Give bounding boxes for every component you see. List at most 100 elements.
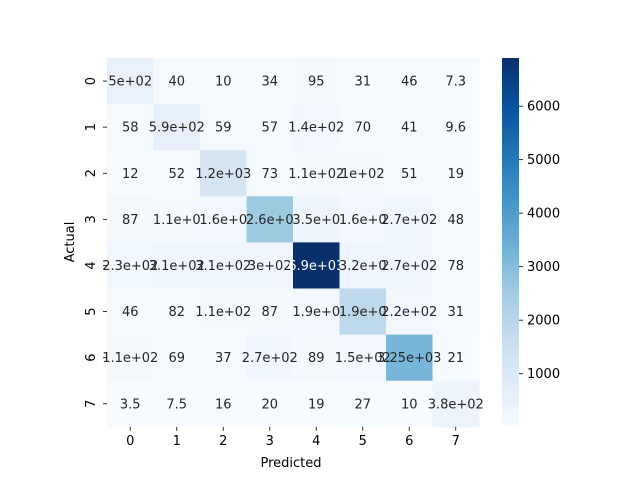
cell-annotation: 51	[401, 167, 418, 182]
y-axis-label: Actual	[63, 222, 78, 263]
cell-annotation: 1.4e+02	[288, 121, 344, 136]
cell-annotation: 58	[122, 121, 139, 136]
heatmap-cell	[107, 380, 154, 428]
heatmap-cells	[107, 58, 480, 428]
colorbar-tick-label: 3000	[527, 260, 560, 275]
cell-annotation: 1.1e+02	[288, 167, 344, 182]
cell-annotation: 1.6e+0	[199, 213, 247, 228]
x-axis-ticks: 0 1 2 3 4 5 6 7	[126, 426, 460, 449]
y-axis-ticks: 0 1 2 3 4 5 6 7	[84, 77, 107, 408]
y-tick-label: 0	[84, 77, 99, 85]
cell-annotation: 57	[261, 121, 278, 136]
y-tick-label: 3	[84, 215, 99, 223]
heatmap-cell	[293, 380, 340, 428]
cell-annotation: 10	[215, 75, 232, 90]
heatmap-cell	[386, 334, 433, 382]
x-tick-label: 3	[266, 434, 274, 449]
y-tick-label: 4	[84, 261, 99, 269]
heatmap-cell	[293, 58, 340, 105]
cell-annotation: 3.8e+02	[428, 397, 484, 412]
heatmap-cell	[246, 334, 294, 382]
heatmap-cell	[153, 104, 201, 151]
cell-annotation: 19	[308, 397, 325, 412]
x-tick-label: 4	[312, 434, 320, 449]
cell-annotation: 46	[122, 305, 139, 320]
cell-annotation: 82	[168, 305, 185, 320]
cell-annotation: 20	[261, 397, 278, 412]
heatmap-cell	[153, 288, 201, 336]
colorbar-tick-label: 5000	[527, 153, 560, 168]
cell-annotation: 2.3e+02	[102, 259, 158, 274]
heatmap-cell	[339, 58, 387, 105]
cell-annotation: 3.2e+0	[339, 259, 387, 274]
heatmap-cell	[386, 104, 433, 151]
heatmap-cell	[107, 58, 154, 105]
x-axis-label: Predicted	[260, 456, 321, 471]
heatmap-cell	[386, 196, 433, 243]
cell-annotation: 40	[168, 75, 185, 90]
cell-annotation: 31	[354, 75, 371, 90]
cell-annotation: 10	[401, 397, 418, 412]
cell-annotation: 1.1e+02	[195, 305, 251, 320]
cell-annotation: 16	[215, 397, 232, 412]
cell-annotation: 2.7e+02	[381, 213, 437, 228]
cell-annotation: 3.25e+03	[377, 351, 441, 366]
colorbar	[502, 58, 519, 427]
cell-annotation: 46	[401, 75, 418, 90]
cell-annotation: 7.3	[445, 75, 466, 90]
x-tick-label: 2	[219, 434, 227, 449]
heatmap-cell	[386, 58, 433, 105]
cell-annotation: 3.1e+02	[195, 259, 251, 274]
cell-annotation: 70	[354, 121, 371, 136]
heatmap-cell	[153, 380, 201, 428]
heatmap-cell	[339, 196, 387, 243]
heatmap-cell	[432, 334, 480, 382]
heatmap-cell	[432, 58, 480, 105]
cell-annotation: 1.1e+02	[102, 351, 158, 366]
heatmap-cell	[107, 334, 154, 382]
cell-annotations: 5e+02 40 10 34 95 31 46 7.3 58 5.9e+02 59 57 1.4e+02…	[102, 75, 484, 413]
heatmap-cell	[339, 150, 387, 197]
heatmap-cell	[246, 150, 294, 197]
cell-annotation: 87	[261, 305, 278, 320]
cell-annotation: 9.6	[445, 121, 466, 136]
cell-annotation: 3e+02	[248, 259, 292, 274]
heatmap-cell	[153, 196, 201, 243]
cell-annotation: 3.5	[120, 397, 141, 412]
y-tick-label: 6	[84, 354, 99, 362]
heatmap-cell	[432, 196, 480, 243]
heatmap-cell	[246, 242, 294, 289]
heatmap-cell	[293, 150, 340, 197]
cell-annotation: 27	[354, 397, 371, 412]
cell-annotation: 1.9e+0	[339, 305, 387, 320]
x-tick-label: 7	[452, 434, 460, 449]
cell-annotation: 73	[261, 167, 278, 182]
cell-annotation: 1.9e+0	[292, 305, 340, 320]
cell-annotation: 19	[447, 167, 464, 182]
heatmap-cell	[246, 104, 294, 151]
heatmap-cell	[432, 288, 480, 336]
heatmap-cell	[339, 380, 387, 428]
cell-annotation: 69	[168, 351, 185, 366]
y-tick-label: 7	[84, 400, 99, 408]
cell-annotation: 2.7e+02	[242, 351, 298, 366]
cell-annotation: 1.2e+03	[195, 167, 251, 182]
heatmap-cell	[200, 288, 247, 336]
heatmap-cell	[246, 288, 294, 336]
cell-annotation: 34	[261, 75, 278, 90]
cell-annotation: 1.1e+0	[153, 213, 201, 228]
heatmap-cell	[200, 334, 247, 382]
x-tick-label: 5	[359, 434, 367, 449]
heatmap-cell	[293, 288, 340, 336]
heatmap-cell	[153, 58, 201, 105]
cell-annotation: 48	[447, 213, 464, 228]
x-tick-label: 6	[405, 434, 413, 449]
colorbar-tick-label: 2000	[527, 314, 560, 329]
heatmap-cell	[386, 242, 433, 289]
heatmap-cell	[339, 104, 387, 151]
colorbar-tick-label: 4000	[527, 207, 560, 222]
heatmap-cell	[432, 380, 480, 428]
colorbar-tick-label: 1000	[527, 367, 560, 382]
heatmap-cell	[200, 196, 247, 243]
heatmap-cell	[339, 288, 387, 336]
